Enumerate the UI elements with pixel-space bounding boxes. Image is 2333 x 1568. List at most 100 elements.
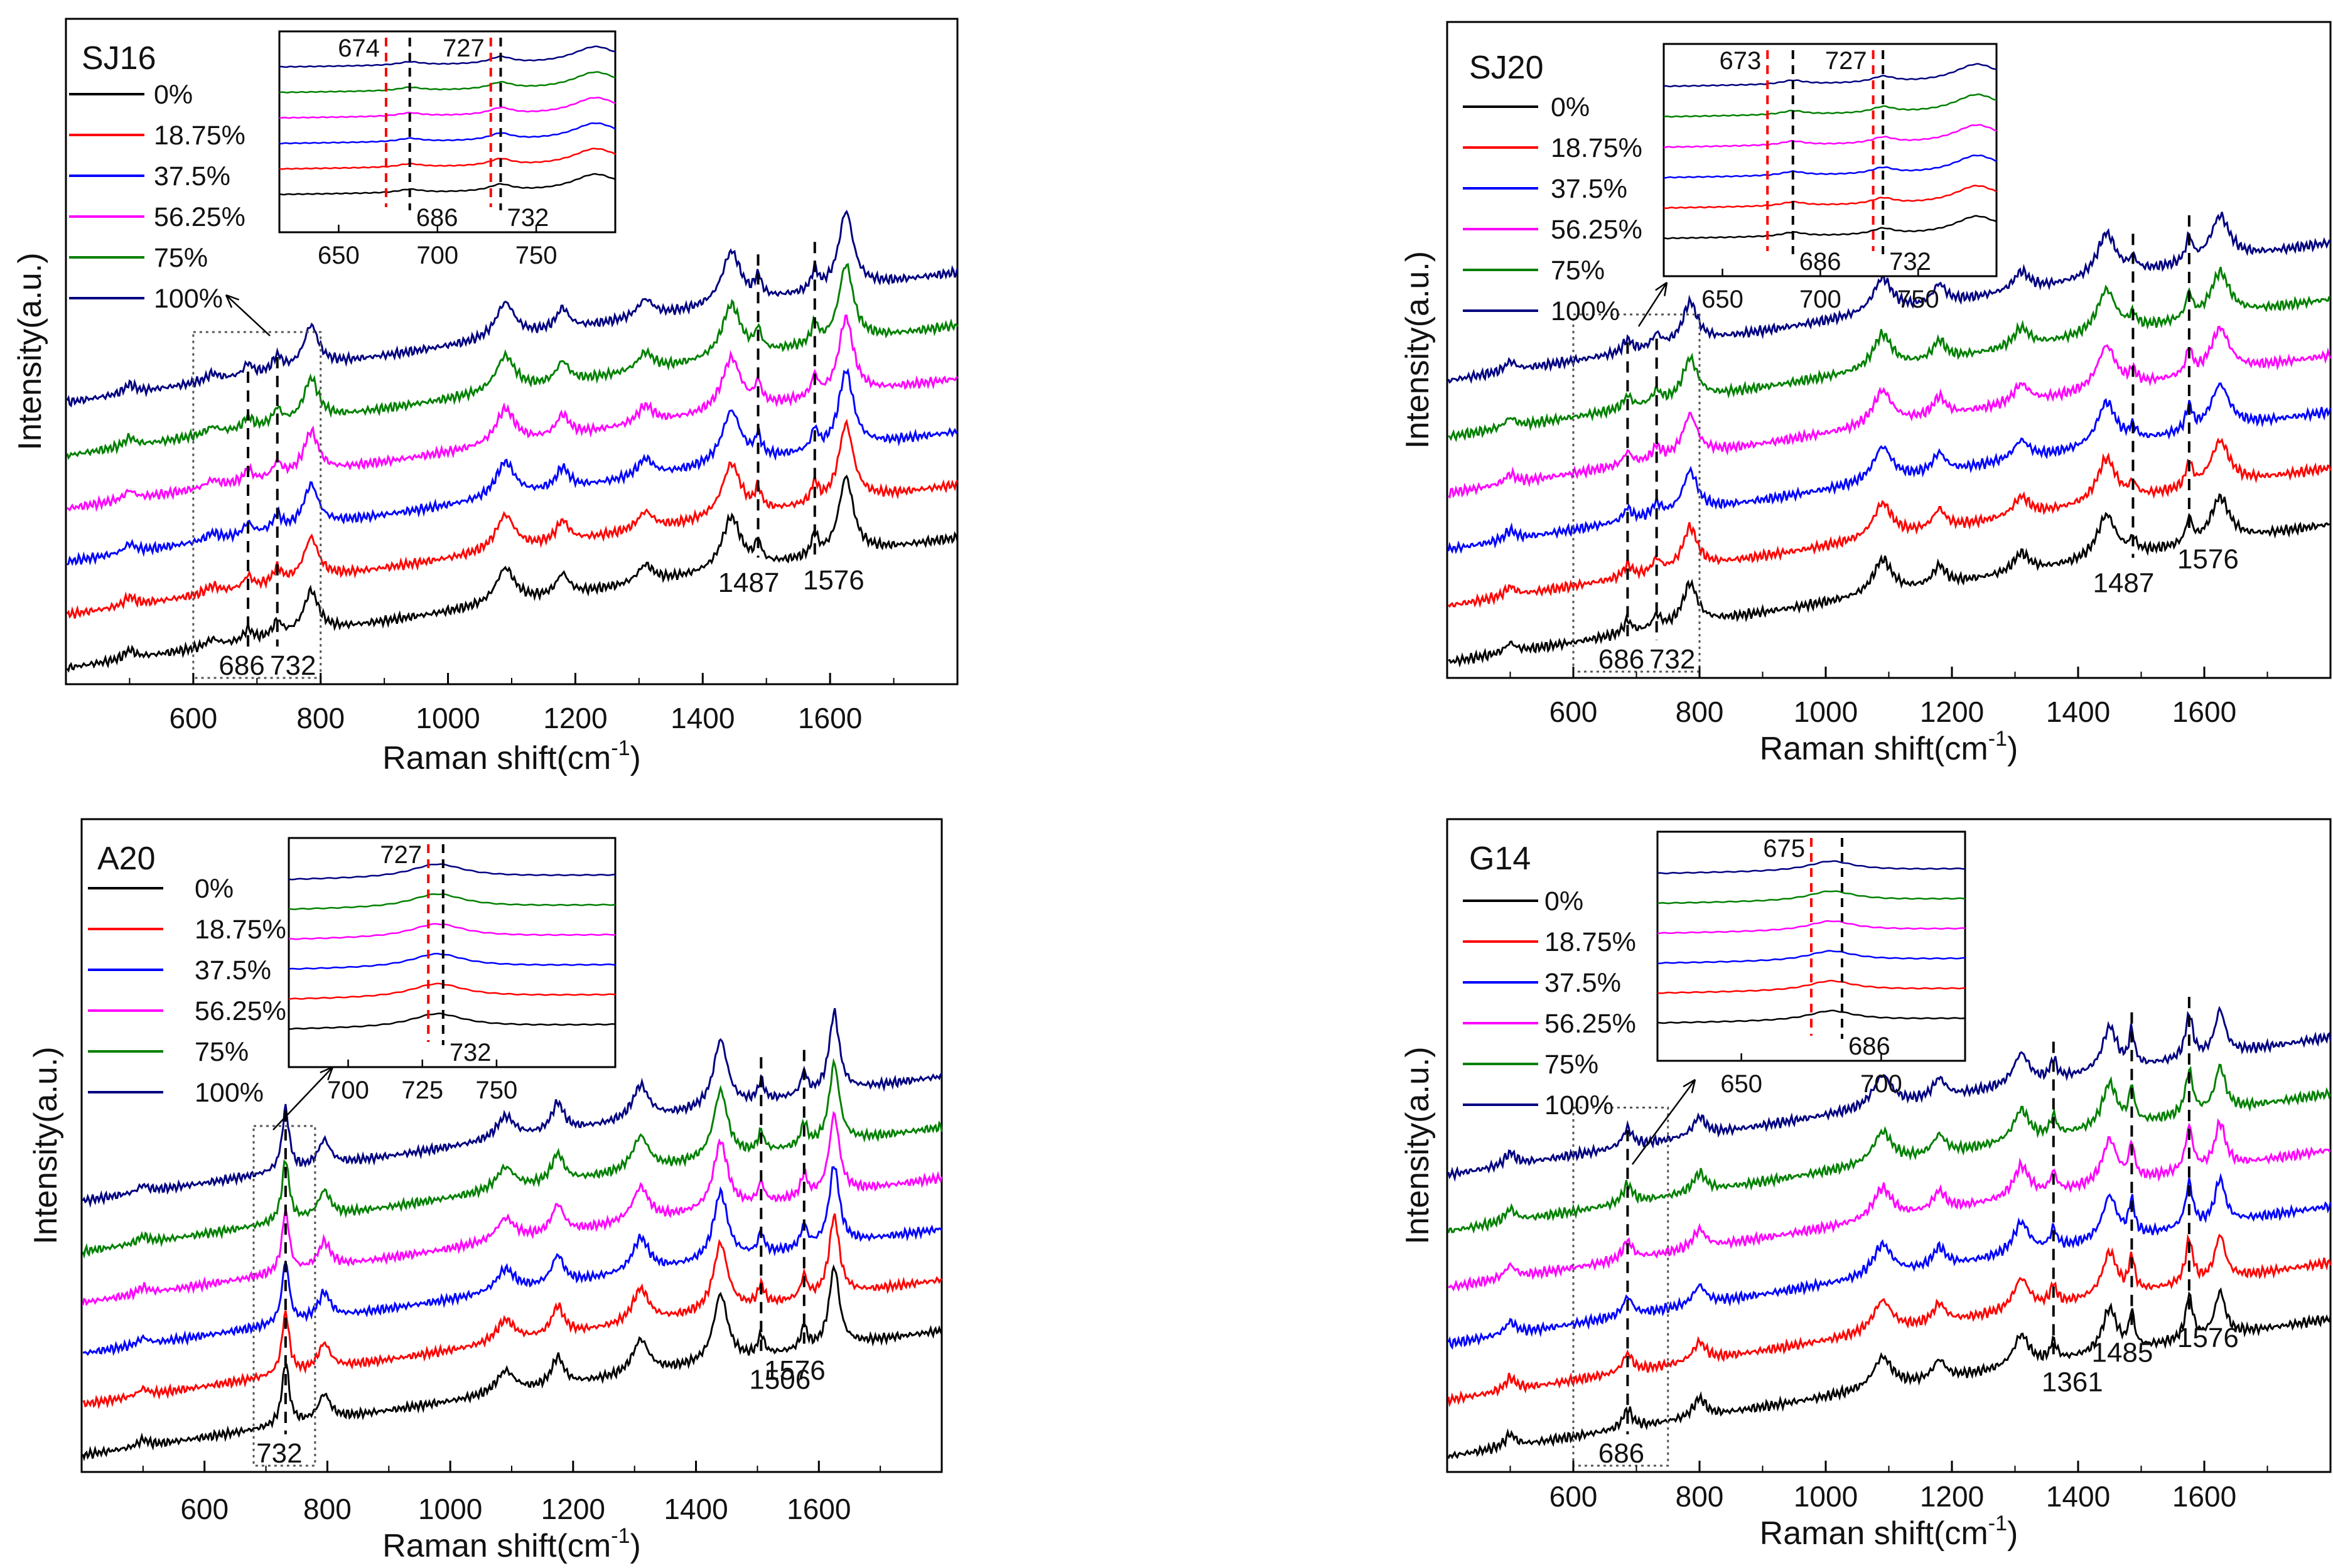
legend-label: 0% (1544, 886, 1583, 916)
inset-series-56.25% (1663, 124, 1997, 149)
x-tick-label: 1600 (798, 702, 862, 734)
legend-label: 0% (195, 874, 234, 904)
y-axis-title: Intensity(a.u.) (1399, 251, 1436, 449)
legend-label: 75% (195, 1037, 249, 1067)
inset-arrow-head (1655, 281, 1668, 296)
peak-annotation: 1576 (803, 565, 865, 596)
x-tick-label: 600 (169, 702, 217, 734)
series-line-100% (66, 210, 959, 408)
peak-annotation: 732 (270, 650, 316, 681)
peak-annotation: 686 (1598, 644, 1644, 675)
inset-x-tick-label: 750 (1897, 286, 1939, 313)
series-line-37.5% (1447, 1173, 2332, 1350)
inset-series-0% (1663, 215, 1997, 240)
legend-label: 56.25% (195, 996, 286, 1026)
legend-label: 56.25% (1551, 215, 1642, 245)
inset-x-tick-label: 700 (327, 1077, 369, 1104)
inset-frame (278, 30, 617, 234)
series-line-18.75% (66, 419, 959, 619)
inset-x-tick-label: 750 (515, 242, 558, 269)
inset-series-100% (288, 863, 616, 881)
inset-series-37.5% (1663, 154, 1997, 179)
legend-label: 37.5% (195, 955, 271, 985)
peak-annotation: 1487 (2093, 568, 2154, 599)
x-axis-title-main: Raman shift(cm (1760, 1515, 1988, 1552)
inset-x-tick-label: 700 (1799, 286, 1841, 313)
inset-top-label: 727 (443, 35, 485, 62)
inset-plot: 675 686 650 700 (1656, 830, 1966, 1098)
series-line-56.25% (66, 314, 959, 512)
legend-label: 18.75% (195, 915, 286, 945)
x-axis-title: Raman shift(cm-1) (382, 736, 641, 776)
inset-arrow-head (225, 294, 240, 308)
x-tick-label: 1200 (1920, 1480, 1984, 1513)
x-axis-title-main: Raman shift(cm (1760, 731, 1988, 767)
inset-top-label: 673 (1719, 47, 1761, 75)
inset-series-37.5% (1657, 950, 1965, 965)
legend-label: 100% (1544, 1090, 1614, 1120)
x-tick-label: 1600 (787, 1493, 851, 1525)
series-line-56.25% (1448, 1118, 2331, 1292)
inset-series-100% (1663, 63, 1997, 88)
legend-label: 18.75% (154, 121, 245, 151)
inset-x-tick-label: 700 (416, 242, 458, 269)
inset-series-18.75% (288, 982, 616, 1001)
x-tick-label: 1200 (1920, 695, 1984, 728)
inset-series-18.75% (1657, 979, 1966, 994)
panel-title: SJ20 (1469, 50, 1544, 86)
series-line-75% (82, 1058, 943, 1259)
series-line-75% (1448, 266, 2331, 443)
x-axis-title-close: ) (2007, 731, 2018, 767)
series-line-56.25% (1447, 325, 2332, 499)
inset-series-75% (1663, 93, 1997, 118)
x-tick-label: 600 (1549, 695, 1598, 728)
legend-label: 56.25% (1544, 1009, 1636, 1039)
inset-plot: 727 732 700 725 750 (288, 837, 617, 1104)
x-tick-label: 800 (303, 1493, 352, 1525)
x-tick-label: 1000 (418, 1493, 482, 1525)
x-axis-title: Raman shift(cm-1) (1760, 727, 2018, 767)
inset-series-37.5% (279, 122, 616, 145)
x-tick-label: 1200 (543, 702, 607, 734)
inset-x-tick-label: 650 (318, 242, 360, 269)
series-line-0% (1447, 1287, 2332, 1459)
legend-label: 100% (195, 1078, 264, 1108)
peak-annotation: 686 (1598, 1438, 1644, 1469)
zoom-box (1572, 1107, 1669, 1467)
y-axis-title: Intensity(a.u.) (28, 1046, 64, 1244)
inset-x-tick-label: 650 (1720, 1070, 1762, 1098)
inset-top-label: 727 (380, 841, 422, 869)
x-tick-label: 1600 (2172, 1480, 2236, 1513)
x-tick-label: 600 (1549, 1480, 1598, 1513)
inset-series-56.25% (289, 923, 616, 940)
inset-series-18.75% (279, 148, 616, 170)
x-tick-label: 1000 (416, 702, 480, 734)
inset-bottom-label: 732 (450, 1039, 492, 1066)
series-line-75% (1447, 1063, 2332, 1234)
y-axis-title: Intensity(a.u.) (1399, 1046, 1436, 1244)
legend-label: 100% (154, 284, 223, 314)
series-line-18.75% (1447, 437, 2332, 608)
x-axis-title-main: Raman shift(cm (382, 740, 611, 776)
legend-label: 18.75% (1544, 927, 1636, 957)
series-line-18.75% (1447, 1233, 2332, 1407)
legend-label: 37.5% (154, 161, 230, 191)
inset-bottom-label: 732 (507, 204, 549, 232)
legend-label: 0% (1551, 92, 1590, 122)
inset-arrow-head (1683, 1078, 1696, 1093)
panel-title: G14 (1469, 840, 1531, 877)
inset-frame (1662, 43, 1998, 277)
series-line-18.75% (82, 1213, 943, 1410)
zoom-box (192, 331, 322, 679)
peak-annotation: 1487 (718, 567, 780, 598)
series-line-37.5% (66, 367, 958, 566)
legend-label: 37.5% (1551, 174, 1627, 204)
panel-title: A20 (97, 840, 156, 877)
inset-frame (288, 837, 617, 1068)
x-axis-title-close: ) (2007, 1515, 2018, 1552)
